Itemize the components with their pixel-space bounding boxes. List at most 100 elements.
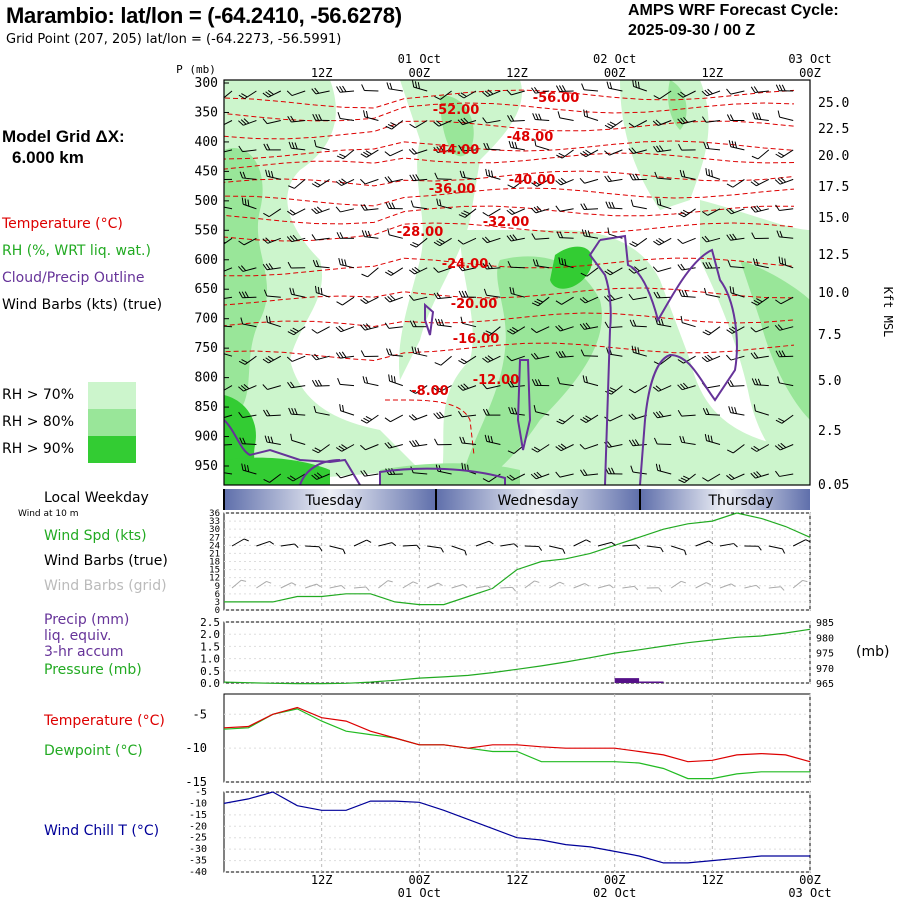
wind-barb bbox=[775, 414, 794, 424]
model-grid-label: Model Grid ΔX: bbox=[2, 127, 125, 146]
wind-barb bbox=[386, 348, 403, 357]
wind-speed-tick: 33 bbox=[209, 517, 220, 527]
wind-barb-true bbox=[671, 545, 687, 556]
temperature-contour-label: -16.00 bbox=[453, 332, 500, 347]
wind-barb bbox=[556, 231, 574, 239]
legend-rh80-swatch bbox=[88, 409, 136, 436]
wind-barb bbox=[482, 117, 501, 124]
temperature-contour-label: -48.00 bbox=[507, 130, 554, 145]
wind-height-note: Wind at 10 m bbox=[18, 509, 79, 519]
wind-barb bbox=[677, 263, 696, 271]
wind-barb bbox=[583, 109, 599, 121]
wind-barb bbox=[411, 346, 428, 357]
wind-barb bbox=[482, 355, 501, 363]
wind-barb bbox=[360, 350, 379, 357]
precip-bar bbox=[614, 678, 640, 683]
cross-section-frame bbox=[223, 79, 811, 486]
wind-barb bbox=[652, 411, 672, 419]
wind-barb bbox=[224, 385, 233, 394]
wind-barb bbox=[530, 326, 550, 334]
wind-barb bbox=[433, 411, 452, 419]
wind-barb bbox=[728, 406, 745, 416]
temperature-contour bbox=[224, 342, 795, 362]
wind-barb-true bbox=[402, 544, 421, 550]
wind-barb bbox=[775, 204, 794, 212]
wind-barb-grid bbox=[475, 585, 492, 590]
wind-barb bbox=[311, 353, 330, 361]
wind-barb bbox=[726, 473, 745, 481]
legend-rh70: RH > 70% bbox=[2, 387, 75, 403]
wind-barb bbox=[239, 171, 257, 180]
wind-barb bbox=[262, 90, 282, 98]
wind-barb-true bbox=[305, 545, 323, 552]
label-pressure: Pressure (mb) bbox=[44, 662, 142, 678]
wind-barb bbox=[262, 237, 281, 244]
wind-barb-grid bbox=[597, 584, 614, 589]
wind-barb bbox=[312, 444, 330, 454]
wind-barb bbox=[385, 120, 404, 130]
wind-barb bbox=[507, 114, 525, 122]
height-tick-label: 17.5 bbox=[818, 180, 849, 195]
wind-barb bbox=[311, 206, 330, 215]
wind-barb bbox=[652, 266, 672, 273]
wind-barb bbox=[677, 90, 696, 98]
wind-barb bbox=[677, 208, 696, 218]
wind-barb bbox=[458, 208, 477, 218]
weekday-thursday: Thursday bbox=[707, 493, 773, 509]
wind-barb bbox=[335, 325, 355, 333]
wind-barb-grid bbox=[256, 580, 272, 589]
temperature-contour-label: -20.00 bbox=[451, 297, 498, 312]
wind-barb bbox=[290, 433, 306, 445]
wind-barb-grid bbox=[426, 582, 443, 589]
wind-barb bbox=[238, 291, 257, 299]
forecast-cycle-label: AMPS WRF Forecast Cycle: bbox=[628, 2, 839, 19]
wind-barb bbox=[482, 208, 501, 217]
wind-barb bbox=[555, 471, 574, 478]
wind-barb bbox=[604, 175, 623, 183]
pressure-tick-label: 300 bbox=[195, 76, 218, 91]
wind-barb bbox=[385, 202, 403, 210]
wind-barb-grid bbox=[378, 580, 393, 589]
wind-barb bbox=[238, 118, 257, 126]
wind-barb bbox=[360, 296, 379, 305]
wind-barb bbox=[336, 149, 355, 160]
wind-speed-tick: 30 bbox=[209, 525, 220, 535]
height-tick-label: 0.05 bbox=[818, 478, 849, 493]
wind-barb bbox=[224, 471, 233, 475]
precip-tick: 1.5 bbox=[200, 640, 220, 653]
wind-chill-tick: -30 bbox=[189, 844, 207, 855]
legend-temperature: Temperature (°C) bbox=[2, 216, 123, 232]
temperature-contour-label: -44.00 bbox=[433, 143, 480, 158]
wind-barb bbox=[632, 80, 647, 92]
wind-barb bbox=[262, 355, 282, 364]
wind-barb bbox=[311, 87, 330, 95]
wind-barb bbox=[508, 140, 525, 151]
wind-barb bbox=[459, 170, 477, 180]
wind-barb bbox=[458, 290, 477, 298]
wind-barb bbox=[579, 296, 599, 304]
wind-barb bbox=[533, 405, 550, 416]
wind-barb bbox=[409, 174, 428, 182]
wind-barb bbox=[582, 375, 599, 387]
wind-speed-tick: 12 bbox=[209, 574, 220, 584]
pressure-tick-label: 650 bbox=[195, 282, 218, 297]
pressure-tick-label: 950 bbox=[195, 459, 218, 474]
wind-barb bbox=[558, 257, 574, 269]
height-tick-label: 10.0 bbox=[818, 286, 849, 301]
temperature-contour bbox=[224, 257, 795, 277]
wind-barb bbox=[579, 149, 599, 158]
temperature-contour bbox=[224, 287, 795, 306]
wind-barb bbox=[774, 324, 794, 331]
top-time-tick: 00Z bbox=[408, 66, 430, 80]
top-time-tick: 00Z bbox=[799, 66, 821, 80]
pressure-tick: 965 bbox=[816, 679, 834, 690]
wind-barb bbox=[363, 110, 379, 121]
wind-barb bbox=[433, 267, 452, 273]
wind-barb-true bbox=[549, 545, 566, 554]
wind-barb bbox=[774, 442, 794, 451]
wind-barb bbox=[652, 385, 672, 392]
wind-barb bbox=[287, 115, 306, 123]
wind-barb bbox=[653, 237, 672, 246]
wind-barb bbox=[532, 113, 550, 121]
wind-barb bbox=[238, 355, 257, 365]
